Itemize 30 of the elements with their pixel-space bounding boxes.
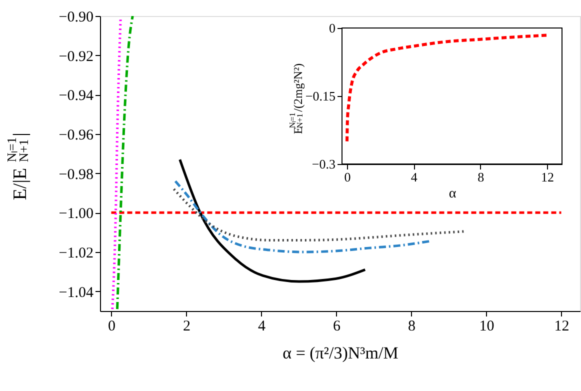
x-axis-title: α = (π²/3)N³m/M bbox=[282, 344, 398, 362]
y-tick-label: −0.94 bbox=[58, 88, 94, 104]
x-tick-label: 2 bbox=[183, 318, 190, 334]
x-tick-label: 10 bbox=[479, 318, 494, 334]
y-tick-label: −1.02 bbox=[58, 246, 94, 262]
line-series bbox=[346, 34, 548, 143]
line-series bbox=[178, 158, 366, 283]
line-series bbox=[116, 16, 134, 310]
y-tick-label: −0.3 bbox=[312, 156, 336, 172]
y-tick-label: 0 bbox=[329, 20, 336, 36]
y-axis-title: ENₗ=1N+1/(2mg²N²) bbox=[288, 63, 305, 134]
y-tick-label: −1.00 bbox=[58, 206, 94, 222]
x-tick-label: 0 bbox=[344, 170, 351, 184]
line-series bbox=[111, 16, 122, 310]
x-tick-label: 12 bbox=[541, 170, 554, 184]
y-tick-label: −0.98 bbox=[58, 166, 94, 183]
y-tick-label: −0.96 bbox=[58, 128, 94, 144]
y-tick-label: −0.90 bbox=[58, 10, 94, 26]
x-tick-label: 4 bbox=[258, 318, 266, 334]
x-tick-label: 0 bbox=[108, 318, 116, 334]
y-axis-title: E/|ENₗ=1N+1| bbox=[4, 132, 31, 200]
y-tick-label: −0.15 bbox=[305, 88, 336, 104]
x-tick-label: 4 bbox=[410, 170, 418, 184]
y-tick-label: −0.92 bbox=[58, 48, 94, 65]
x-axis-title: α bbox=[448, 186, 457, 202]
x-tick-label: 6 bbox=[333, 318, 341, 334]
x-tick-label: 8 bbox=[408, 318, 416, 334]
x-tick-label: 12 bbox=[554, 318, 570, 334]
y-tick-label: −1.04 bbox=[58, 284, 94, 301]
x-tick-label: 8 bbox=[478, 170, 484, 184]
